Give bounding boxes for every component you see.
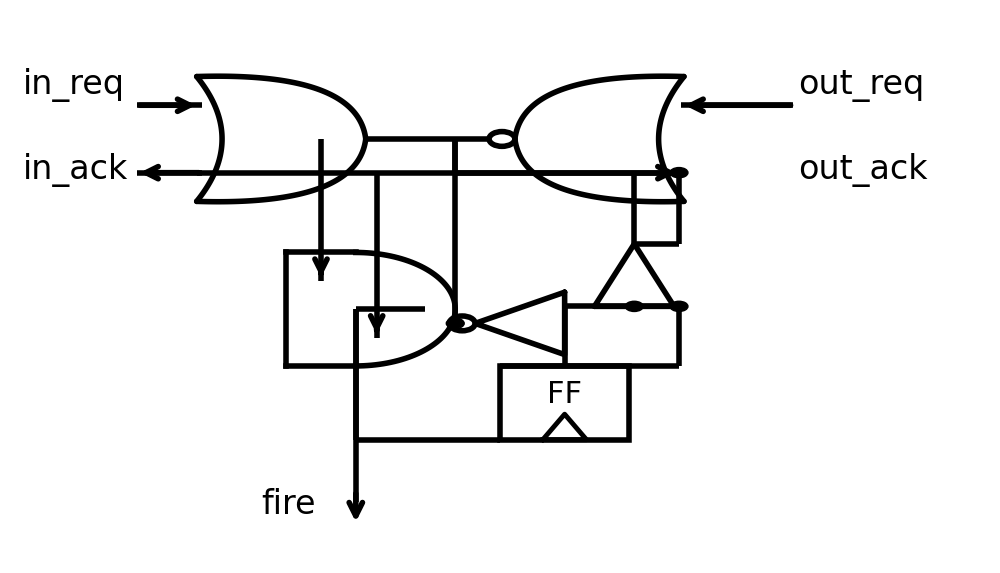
Text: fire: fire bbox=[261, 488, 316, 521]
Text: FF: FF bbox=[547, 380, 582, 409]
Text: out_req: out_req bbox=[798, 69, 925, 101]
Bar bbox=[500, 366, 629, 439]
Circle shape bbox=[625, 301, 643, 312]
Text: in_req: in_req bbox=[23, 68, 125, 102]
Text: in_ack: in_ack bbox=[23, 153, 128, 187]
Circle shape bbox=[446, 318, 464, 328]
Circle shape bbox=[670, 301, 688, 312]
Text: out_ack: out_ack bbox=[798, 153, 928, 187]
Circle shape bbox=[670, 167, 688, 178]
